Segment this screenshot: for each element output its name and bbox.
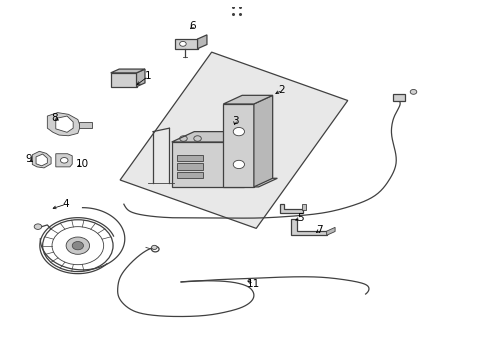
Circle shape [61,158,68,163]
Text: 3: 3 [231,116,238,126]
Polygon shape [120,52,347,228]
Text: 2: 2 [278,85,285,95]
Polygon shape [175,39,197,49]
Polygon shape [223,104,253,187]
Circle shape [151,245,157,249]
Circle shape [179,41,186,46]
Circle shape [233,160,244,168]
Polygon shape [279,204,303,213]
Circle shape [233,127,244,136]
Text: 6: 6 [189,21,196,31]
Text: 4: 4 [62,199,69,209]
Polygon shape [244,132,266,187]
Polygon shape [171,142,244,187]
Polygon shape [171,132,266,142]
FancyBboxPatch shape [392,94,404,101]
FancyBboxPatch shape [177,163,203,170]
Polygon shape [32,151,51,168]
Polygon shape [302,204,305,210]
Polygon shape [110,73,136,87]
Polygon shape [253,95,272,187]
Text: 11: 11 [247,279,260,289]
Polygon shape [291,219,326,235]
Circle shape [34,224,41,229]
Text: 8: 8 [51,113,58,123]
Polygon shape [197,35,206,49]
Text: 1: 1 [144,71,151,81]
Polygon shape [47,113,80,136]
Polygon shape [56,116,73,132]
Text: 10: 10 [76,159,89,170]
Polygon shape [326,228,334,235]
Text: 5: 5 [297,213,304,223]
Polygon shape [36,154,47,166]
Polygon shape [223,95,272,104]
Circle shape [66,237,89,254]
Text: 7: 7 [316,225,322,235]
Polygon shape [136,69,144,87]
Text: 9: 9 [25,154,32,164]
Polygon shape [79,122,92,128]
Circle shape [72,242,83,250]
Polygon shape [56,154,72,167]
Circle shape [409,89,416,94]
FancyBboxPatch shape [177,155,203,161]
Polygon shape [204,178,277,187]
FancyBboxPatch shape [177,172,203,178]
Polygon shape [110,69,144,73]
